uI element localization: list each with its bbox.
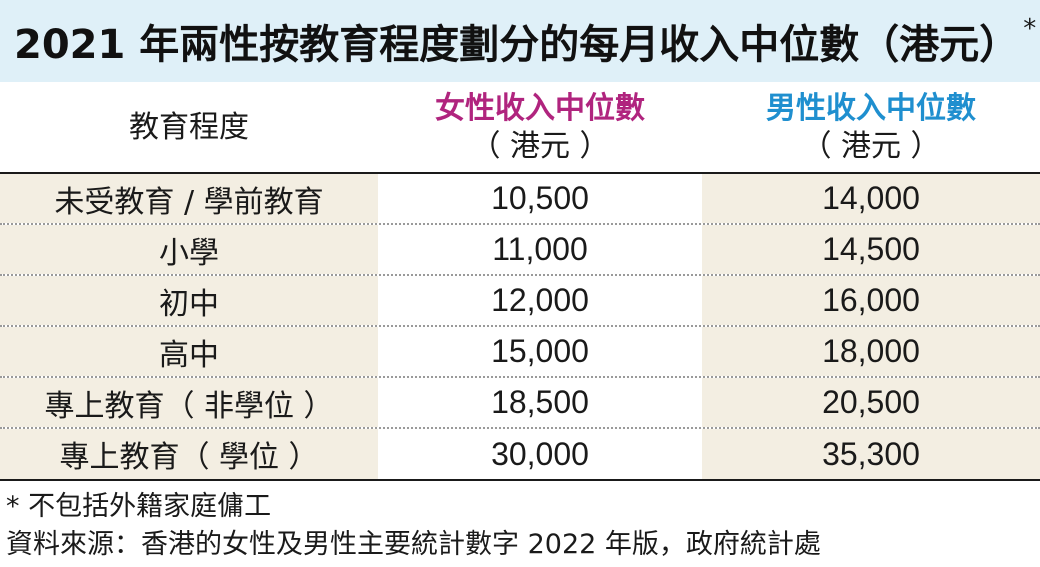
- level-cell: 專上教育（ 學位 ）: [0, 429, 378, 479]
- table-row: 專上教育（ 非學位 ） 18,500 20,500: [0, 378, 1040, 429]
- title-footnote-mark: *: [1023, 14, 1037, 44]
- table-header-row: 教育程度 女性收入中位數 （ 港元 ） 男性收入中位數 （ 港元 ）: [0, 84, 1040, 174]
- male-income-cell: 16,000: [702, 276, 1040, 325]
- header-male-unit: （ 港元 ）: [801, 129, 941, 164]
- female-income-cell: 15,000: [491, 333, 589, 369]
- female-income-cell: 12,000: [491, 282, 589, 318]
- header-female-unit: （ 港元 ）: [470, 129, 610, 164]
- header-male: 男性收入中位數: [766, 91, 976, 126]
- title-bar: 2021 年兩性按教育程度劃分的每月收入中位數（港元） *: [0, 0, 1040, 82]
- table-row: 小學 11,000 14,500: [0, 225, 1040, 276]
- female-income-cell: 18,500: [491, 384, 589, 420]
- female-income-cell: 10,500: [491, 180, 589, 216]
- male-income-cell: 20,500: [702, 378, 1040, 427]
- level-cell: 高中: [0, 327, 378, 376]
- header-level-cell: 教育程度: [0, 84, 378, 172]
- income-table: 教育程度 女性收入中位數 （ 港元 ） 男性收入中位數 （ 港元 ） 未受教育 …: [0, 84, 1040, 481]
- footnote-exclusion: * 不包括外籍家庭傭工: [6, 491, 272, 522]
- level-cell: 專上教育（ 非學位 ）: [0, 378, 378, 427]
- level-cell: 初中: [0, 276, 378, 325]
- female-income-cell: 30,000: [491, 435, 589, 472]
- level-cell: 小學: [0, 225, 378, 274]
- male-income-cell: 35,300: [702, 429, 1040, 479]
- table-row: 專上教育（ 學位 ） 30,000 35,300: [0, 429, 1040, 481]
- footnote-source: 資料來源：香港的女性及男性主要統計數字 2022 年版，政府統計處: [6, 529, 821, 560]
- table-row: 未受教育 / 學前教育 10,500 14,000: [0, 174, 1040, 225]
- table-row: 初中 12,000 16,000: [0, 276, 1040, 327]
- footnotes: * 不包括外籍家庭傭工 資料來源：香港的女性及男性主要統計數字 2022 年版，…: [6, 488, 821, 564]
- header-female: 女性收入中位數: [435, 91, 645, 126]
- header-female-cell: 女性收入中位數 （ 港元 ）: [378, 84, 702, 172]
- table-title: 2021 年兩性按教育程度劃分的每月收入中位數（港元）: [14, 22, 1020, 68]
- level-cell: 未受教育 / 學前教育: [0, 174, 378, 223]
- male-income-cell: 18,000: [702, 327, 1040, 376]
- male-income-cell: 14,500: [702, 225, 1040, 274]
- male-income-cell: 14,000: [702, 174, 1040, 223]
- table-row: 高中 15,000 18,000: [0, 327, 1040, 378]
- header-level: 教育程度: [129, 110, 249, 145]
- female-income-cell: 11,000: [492, 231, 588, 267]
- header-male-cell: 男性收入中位數 （ 港元 ）: [702, 84, 1040, 172]
